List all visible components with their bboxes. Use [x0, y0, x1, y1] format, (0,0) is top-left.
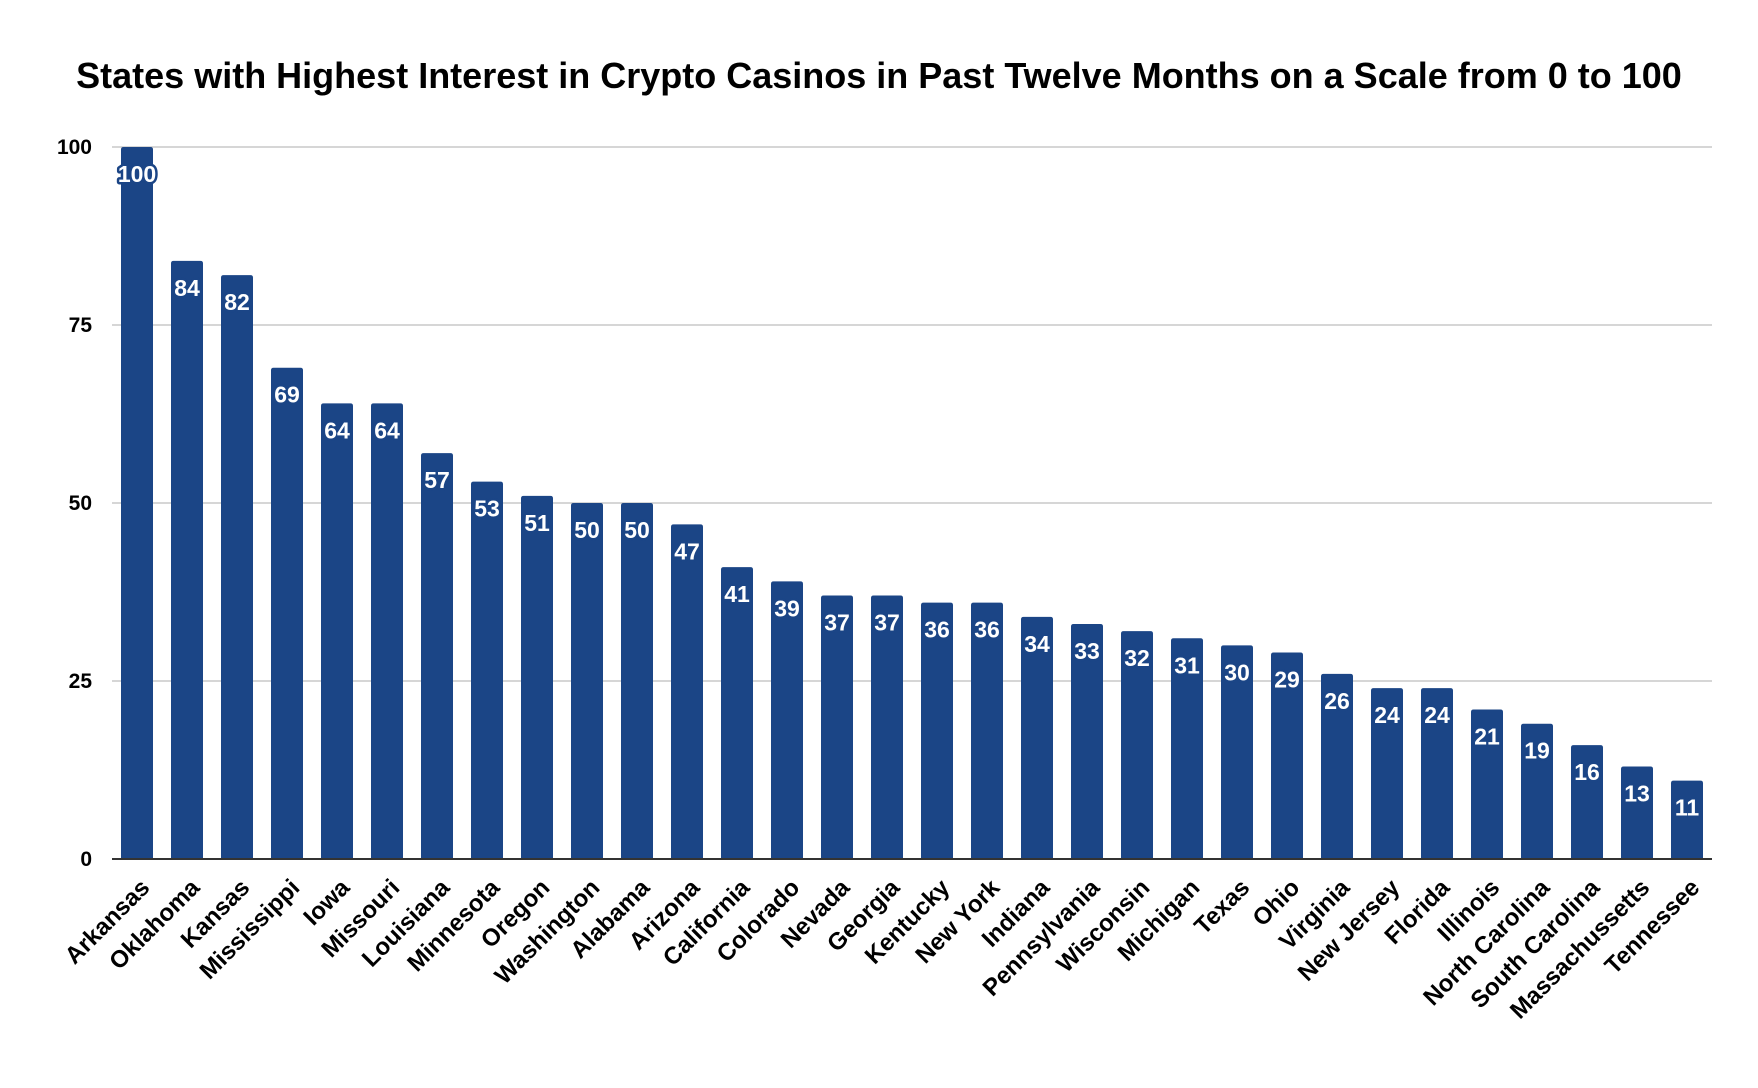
data-label: 69	[274, 382, 300, 408]
data-label: 11	[1675, 795, 1700, 821]
bar-south-carolina	[1571, 745, 1603, 859]
y-tick-label: 50	[69, 492, 92, 515]
x-category-label: Texas	[1189, 874, 1255, 940]
bar-california	[721, 567, 753, 859]
data-label: 34	[1024, 631, 1050, 657]
bars	[121, 147, 1703, 859]
data-label: 41	[724, 581, 750, 607]
data-label: 50	[624, 517, 650, 543]
bar-alabama	[621, 503, 653, 859]
data-label: 84	[174, 275, 200, 301]
bar-arkansas	[121, 147, 153, 859]
data-label: 47	[674, 538, 700, 564]
bar-ohio	[1271, 652, 1303, 859]
data-label: 36	[924, 617, 950, 643]
bar-iowa	[321, 403, 353, 859]
data-label: 16	[1574, 759, 1600, 785]
bar-missouri	[371, 403, 403, 859]
bar-wisconsin	[1121, 631, 1153, 859]
data-label: 53	[474, 496, 500, 522]
data-label: 36	[974, 617, 1000, 643]
data-labels: 100 84 82 69 64 64 57 53 51 50 50 47 41 39 37 37 36 36 34 3…	[115, 159, 1702, 824]
data-label: 31	[1174, 652, 1200, 678]
y-tick-label: 100	[57, 136, 92, 159]
data-label: 33	[1074, 638, 1100, 664]
bar-oklahoma	[171, 260, 203, 859]
data-label: 51	[524, 510, 550, 536]
data-label: 39	[774, 595, 800, 621]
bar-virginia	[1321, 673, 1353, 859]
data-label: 29	[1274, 667, 1300, 693]
bar-north-carolina	[1521, 723, 1553, 859]
y-axis-tick-labels: 0 25 50 75 100	[57, 136, 92, 871]
data-label: 26	[1324, 688, 1350, 714]
data-label: 57	[424, 467, 450, 493]
y-tick-label: 25	[69, 670, 93, 693]
bar-indiana	[1021, 616, 1053, 859]
data-label: 64	[374, 417, 400, 443]
bar-washington	[571, 503, 603, 859]
bar-tennessee	[1671, 780, 1703, 859]
bar-minnesota	[471, 481, 503, 859]
data-label: 100	[118, 161, 156, 187]
bar-pennsylvania	[1071, 624, 1103, 859]
bar-massachussetts	[1621, 766, 1653, 859]
chart-title: States with Highest Interest in Crypto C…	[76, 55, 1682, 96]
data-label: 64	[324, 417, 350, 443]
bar-florida	[1421, 688, 1453, 859]
data-label: 32	[1124, 645, 1150, 671]
x-axis-category-labels: ArkansasOklahomaKansasMississippiIowaMis…	[60, 874, 1706, 1025]
bar-georgia	[871, 595, 903, 859]
data-label: 13	[1624, 780, 1650, 806]
bar-oregon	[521, 495, 553, 859]
data-label: 24	[1374, 702, 1400, 728]
data-label: 37	[874, 610, 900, 636]
data-label: 30	[1224, 659, 1250, 685]
data-label: 37	[824, 610, 850, 636]
bar-new-jersey	[1371, 688, 1403, 859]
y-tick-label: 75	[69, 314, 93, 337]
bar-mississippi	[271, 367, 303, 859]
bar-illinois	[1471, 709, 1503, 859]
y-tick-label: 0	[80, 848, 92, 871]
bar-kentucky	[921, 602, 953, 859]
bar-nevada	[821, 595, 853, 859]
data-label: 24	[1424, 702, 1450, 728]
data-label: 21	[1474, 723, 1500, 749]
bar-arizona	[671, 524, 703, 859]
bar-louisiana	[421, 453, 453, 859]
bar-colorado	[771, 581, 803, 859]
data-label: 82	[224, 289, 250, 315]
bar-new-york	[971, 602, 1003, 859]
bar-kansas	[221, 275, 253, 859]
data-label: 19	[1524, 738, 1550, 764]
bar-michigan	[1171, 638, 1203, 859]
data-label: 50	[574, 517, 600, 543]
bar-texas	[1221, 645, 1253, 859]
